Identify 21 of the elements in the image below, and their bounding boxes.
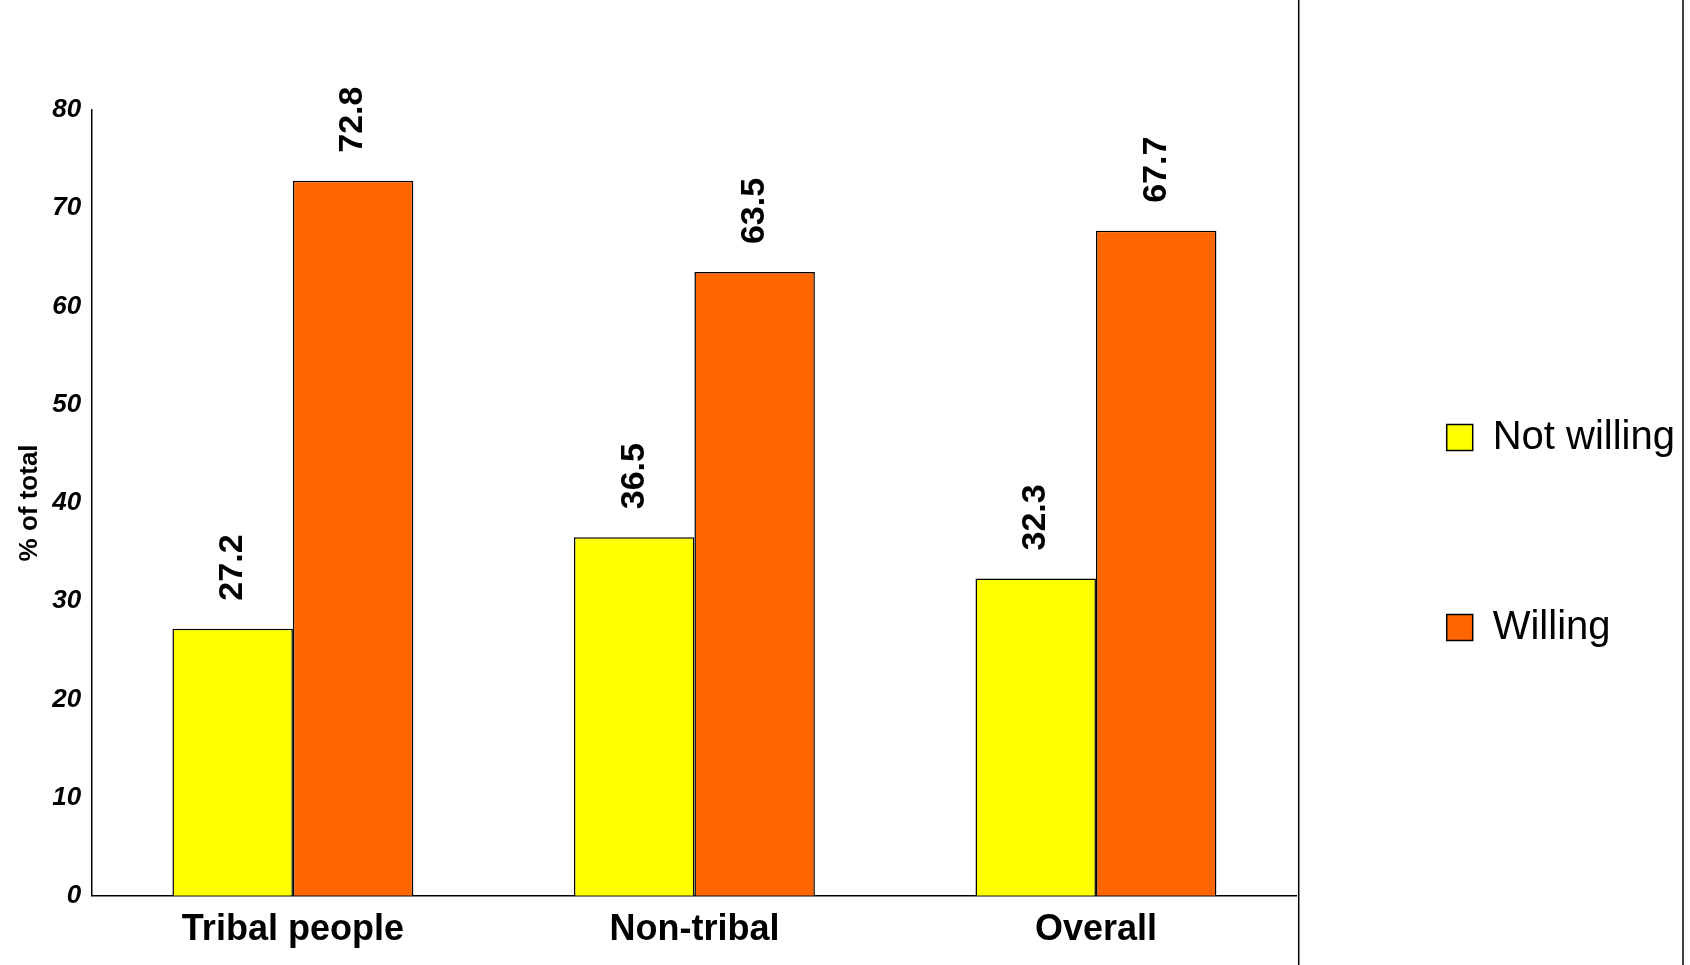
legend-label: Willing — [1492, 602, 1611, 647]
x-tick-label: Overall — [1034, 907, 1157, 949]
data-label: 72.8 — [331, 86, 370, 153]
data-label: 27.2 — [211, 534, 250, 601]
x-tick-label: Non-tribal — [609, 907, 780, 949]
x-tick-label: Tribal people — [181, 907, 404, 949]
y-tick-label: 40 — [51, 486, 82, 517]
y-tick-label: 80 — [52, 93, 82, 124]
y-tick-label: 30 — [52, 584, 82, 615]
y-tick-label: 0 — [66, 878, 82, 909]
y-tick-label: 70 — [52, 191, 82, 222]
data-label: 36.5 — [612, 443, 651, 510]
y-tick-label: 20 — [51, 682, 82, 713]
data-label: 63.5 — [733, 177, 772, 245]
y-tick-label: 50 — [52, 387, 82, 418]
data-label: 67.7 — [1134, 136, 1173, 203]
y-tick-label: 60 — [52, 289, 82, 320]
legend-label: Not willing — [1492, 412, 1676, 457]
y-axis-title: % of total — [12, 444, 43, 562]
y-tick-label: 10 — [52, 780, 82, 811]
data-label: 32.3 — [1014, 484, 1053, 551]
